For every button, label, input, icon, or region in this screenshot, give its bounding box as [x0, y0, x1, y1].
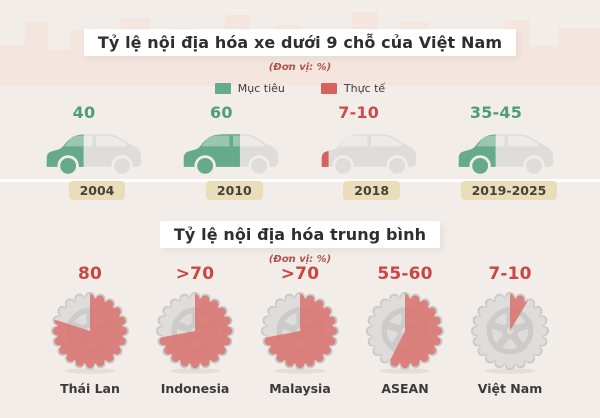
- legend-label: Thực tế: [343, 82, 386, 95]
- car-pictogram: [178, 124, 290, 178]
- pie-value-label: >70: [175, 264, 215, 284]
- car-value-label: 40: [72, 103, 96, 122]
- section1-title: Tỷ lệ nội địa hóa xe dưới 9 chỗ của Việt…: [83, 29, 517, 56]
- pie-datapoint-malaysia: >70 Malaysia: [250, 264, 350, 396]
- tire-pie-chart: [256, 287, 344, 375]
- tire-pie-chart: [361, 287, 449, 375]
- country-label: ASEAN: [381, 381, 429, 396]
- country-label: Việt Nam: [477, 381, 543, 396]
- car-value-label: 7-10: [338, 103, 380, 122]
- car-datapoint-2018: 7-10 2018: [309, 103, 435, 200]
- year-badge: 2019-2025: [460, 181, 558, 200]
- car-pictogram: [316, 124, 428, 178]
- pie-datapoint-vietnam: 7-10 Việt Nam: [460, 264, 560, 396]
- car-datapoint-2010: 60 2010: [171, 103, 297, 200]
- pie-value-label: 55-60: [377, 264, 433, 284]
- car-pictogram: [41, 124, 153, 178]
- section2-unit: (Đơn vị: %): [268, 254, 332, 265]
- country-label: Thái Lan: [60, 381, 120, 396]
- legend-label: Mục tiêu: [237, 82, 285, 95]
- target-color-swatch: [214, 83, 231, 94]
- legend: Mục tiêu Thực tế: [0, 82, 600, 95]
- section1-unit: (Đơn vị: %): [268, 62, 332, 73]
- car-datapoint-2019-2025: 35-45 2019-2025: [446, 103, 572, 200]
- year-badge: 2010: [205, 181, 263, 200]
- country-label: Malaysia: [269, 381, 331, 396]
- tire-pie-chart: [46, 287, 134, 375]
- tire-pie-chart: [466, 287, 554, 375]
- pie-value-label: 80: [77, 264, 103, 284]
- legend-item-actual: Thực tế: [320, 82, 386, 95]
- car-value-label: 35-45: [469, 103, 523, 122]
- tire-pie-chart: [151, 287, 239, 375]
- pie-value-label: 7-10: [488, 264, 532, 284]
- tire-pie-row: 80 Thái Lan >70 Indonesia >70 Malaysia 5…: [40, 264, 560, 396]
- car-pictogram: [453, 124, 565, 178]
- legend-item-target: Mục tiêu: [214, 82, 285, 95]
- actual-color-swatch: [320, 83, 337, 94]
- pie-value-label: >70: [280, 264, 320, 284]
- timeline-rule: [0, 179, 600, 182]
- section2-title: Tỷ lệ nội địa hóa trung bình: [159, 221, 441, 248]
- pie-datapoint-asean: 55-60 ASEAN: [355, 264, 455, 396]
- year-badge: 2018: [343, 181, 401, 200]
- car-value-label: 60: [209, 103, 233, 122]
- car-datapoint-2004: 40 2004: [34, 103, 160, 200]
- year-badge: 2004: [68, 181, 126, 200]
- car-pictogram-row: 40 2004 60 2010 7-10 2018 35-45 2019-202…: [34, 103, 572, 200]
- pie-datapoint-thailand: 80 Thái Lan: [40, 264, 140, 396]
- country-label: Indonesia: [160, 381, 230, 396]
- pie-datapoint-indonesia: >70 Indonesia: [145, 264, 245, 396]
